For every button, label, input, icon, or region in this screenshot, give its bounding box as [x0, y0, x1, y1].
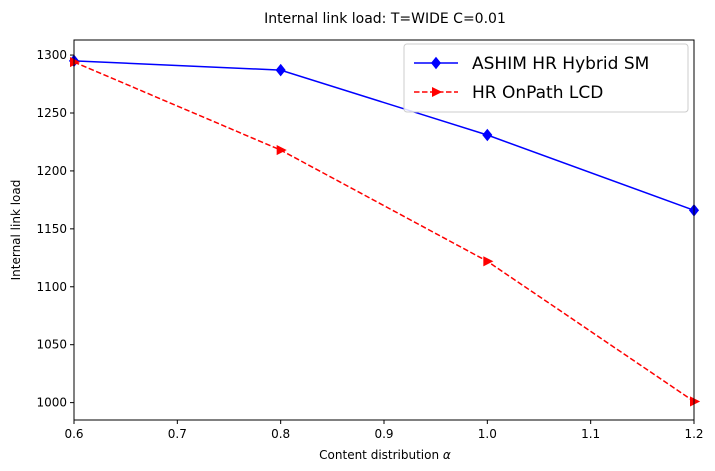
legend-item-2: HR OnPath LCD — [414, 83, 603, 103]
x-axis: 0.6 0.7 0.8 0.9 1.0 1.1 1.2 — [64, 420, 704, 441]
y-tick-label: 1200 — [36, 164, 67, 178]
x-axis-label: Content distribution α — [319, 448, 451, 462]
legend-item-1: ASHIM HR Hybrid SM — [414, 54, 649, 74]
x-axis-label-symbol: α — [443, 448, 451, 462]
chart-title: Internal link load: T=WIDE C=0.01 — [264, 11, 506, 27]
legend-marker — [430, 56, 442, 70]
x-tick-label: 0.9 — [374, 427, 393, 441]
data-point-marker — [275, 63, 286, 77]
series-line — [73, 61, 695, 403]
x-tick-label: 1.1 — [581, 427, 600, 441]
legend-box — [403, 43, 689, 113]
y-tick-label: 1300 — [36, 48, 67, 62]
data-point-marker — [483, 256, 494, 267]
data-point-marker — [690, 396, 701, 407]
series-layer — [68, 54, 701, 407]
y-tick-label: 1150 — [36, 222, 67, 236]
legend-label: ASHIM HR Hybrid SM — [472, 54, 649, 74]
legend-marker — [432, 86, 443, 98]
y-tick-label: 1100 — [36, 280, 67, 294]
legend-label: HR OnPath LCD — [472, 83, 603, 103]
y-tick-label: 1050 — [36, 338, 67, 352]
data-point-marker — [482, 128, 493, 142]
x-tick-label: 1.2 — [684, 427, 703, 441]
x-tick-label: 0.7 — [168, 427, 187, 441]
y-axis-label: Internal link load — [9, 180, 23, 281]
y-tick-label: 1000 — [36, 396, 67, 410]
data-point-marker — [276, 145, 287, 156]
data-point-marker — [70, 56, 81, 68]
series-2 — [70, 56, 701, 407]
x-tick-label: 1.0 — [478, 427, 497, 441]
y-axis: 1000 1050 1100 1150 1200 1250 1300 — [36, 48, 74, 410]
series-line — [73, 60, 695, 212]
x-axis-label-text: Content distribution — [319, 448, 439, 462]
y-tick-label: 1250 — [36, 106, 67, 120]
legend: ASHIM HR Hybrid SM HR OnPath LCD — [403, 43, 689, 113]
x-tick-label: 0.8 — [271, 427, 290, 441]
plot-frame — [73, 39, 695, 421]
x-tick-label: 0.6 — [64, 427, 83, 441]
